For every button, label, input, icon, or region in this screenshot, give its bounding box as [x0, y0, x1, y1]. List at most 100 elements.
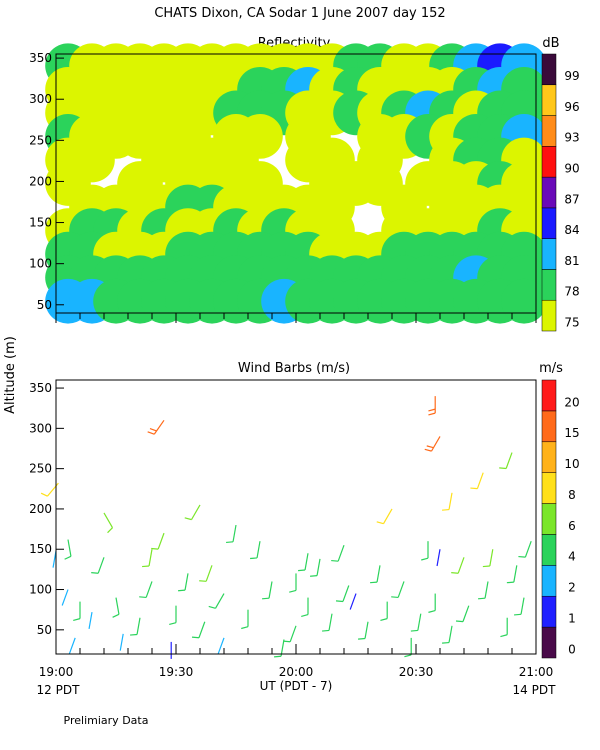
wind-barb-shaft	[349, 593, 357, 610]
wind-barb-flag	[482, 565, 490, 568]
wind-barb	[518, 540, 532, 558]
wind-barb-flag	[322, 629, 330, 632]
wind-barb-shaft	[289, 625, 297, 642]
windbarbs-x-tick-label: 19:30	[159, 665, 194, 679]
figure-title: CHATS Dixon, CA Sodar 1 June 2007 day 15…	[154, 6, 445, 21]
wind-barb-shaft	[97, 557, 105, 574]
wind-barb-shaft	[68, 637, 76, 655]
windbarbs-y-tick-label: 50	[37, 623, 52, 637]
wind-barb	[241, 609, 249, 630]
wind-barb	[262, 581, 273, 600]
wind-barb-flag	[335, 600, 344, 603]
wind-barb	[88, 611, 93, 629]
wind-barb-flag	[169, 622, 177, 626]
wind-barb	[358, 621, 369, 640]
wind-barb-flag	[139, 596, 147, 599]
wind-barb-flag	[380, 618, 388, 622]
wind-barb	[68, 637, 76, 655]
wind-barb-flag	[40, 492, 48, 497]
wind-barb	[424, 436, 441, 452]
wind-barb	[112, 597, 120, 618]
wind-barb	[199, 565, 213, 582]
wind-barb-shaft	[119, 633, 124, 651]
wind-barb-flag	[283, 640, 291, 643]
wind-barb-flag	[64, 555, 72, 560]
reflectivity-x-ticks	[55, 313, 537, 323]
wind-barb-flag	[149, 427, 157, 432]
wind-barb-flag	[107, 527, 113, 534]
windbarbs-colorbar-unit: m/s	[539, 361, 563, 376]
windbarbs-colorbar-swatch	[541, 379, 557, 412]
reflectivity-colorbar-swatch	[541, 115, 557, 147]
wind-barb-shaft	[462, 605, 470, 622]
wind-barb-shaft	[457, 557, 465, 574]
wind-barb	[455, 605, 470, 623]
reflectivity-y-tick-label: 50	[37, 298, 52, 312]
windbarbs-y-tick-label: 300	[29, 421, 52, 435]
wind-barb	[428, 396, 436, 416]
wind-barb	[500, 617, 508, 638]
reflectivity-colorbar-swatch	[541, 269, 557, 301]
wind-barb	[139, 581, 153, 599]
wind-barb-flag	[151, 547, 159, 550]
wind-barb-shaft	[328, 613, 333, 631]
wind-barb-flag	[184, 517, 192, 521]
wind-barb-flag	[514, 613, 522, 616]
wind-barb-flag	[250, 557, 258, 560]
wind-barb	[226, 524, 237, 544]
wind-barb-flag	[298, 569, 306, 572]
reflectivity-cell	[501, 278, 547, 324]
wind-barb-shaft	[342, 585, 350, 602]
wind-barb-flag	[358, 637, 366, 640]
wind-barb	[73, 601, 81, 622]
wind-barb	[119, 633, 124, 651]
wind-barb	[428, 593, 436, 613]
wind-barb-flag	[226, 541, 234, 544]
wind-barb-shaft	[157, 532, 165, 550]
wind-barb-shaft	[190, 504, 201, 520]
wind-barb-shaft	[417, 613, 422, 631]
wind-barb	[470, 472, 484, 490]
wind-barb-flag	[451, 572, 459, 574]
wind-barb-flag	[262, 597, 270, 600]
wind-barb-flag	[112, 613, 120, 618]
right-time-note: 14 PDT	[513, 683, 557, 697]
wind-barb-shaft	[376, 565, 381, 583]
wind-barb-flag	[428, 609, 436, 613]
wind-barb-shaft	[520, 597, 525, 615]
wind-barb-shaft	[436, 549, 441, 567]
windbarbs-y-tick-label: 200	[29, 502, 52, 516]
wind-barb	[142, 549, 153, 568]
windbarbs-colorbar-swatch	[541, 441, 557, 473]
wind-barb-flag	[199, 580, 207, 582]
reflectivity-colorbar-swatch	[541, 53, 557, 86]
wind-barb-shaft	[397, 581, 405, 598]
wind-barb	[478, 581, 489, 600]
windbarbs-x-tick-label: 20:30	[399, 665, 434, 679]
wind-barb-flag	[241, 626, 249, 630]
wind-barb-flag	[178, 589, 186, 592]
wind-barb	[147, 419, 165, 435]
wind-barb	[442, 492, 453, 511]
wind-barb	[506, 565, 518, 584]
reflectivity-y-axis: 50 100 150 200 250 300 350	[29, 51, 64, 312]
wind-barb-shaft	[513, 565, 518, 583]
wind-barb	[61, 589, 69, 606]
wind-barb-flag	[301, 614, 309, 617]
wind-barb-flag	[73, 618, 81, 622]
wind-barb-flag	[518, 555, 526, 558]
reflectivity-colorbar-swatch	[541, 299, 557, 332]
wind-barb	[410, 613, 422, 632]
wind-barb	[451, 557, 465, 574]
wind-barb	[289, 573, 297, 593]
wind-barb-flag	[331, 559, 339, 562]
wind-barb	[391, 581, 405, 599]
wind-barb-flag	[310, 575, 318, 577]
reflectivity-y-tick-label: 150	[29, 216, 52, 230]
wind-barb-flag	[289, 589, 297, 593]
wind-barb	[40, 482, 59, 497]
wind-barb-shaft	[304, 553, 309, 571]
wind-barb-shaft	[148, 549, 153, 567]
windbarbs-colorbar-swatch	[541, 626, 557, 659]
windbarbs-colorbar-label: 10	[564, 457, 579, 471]
